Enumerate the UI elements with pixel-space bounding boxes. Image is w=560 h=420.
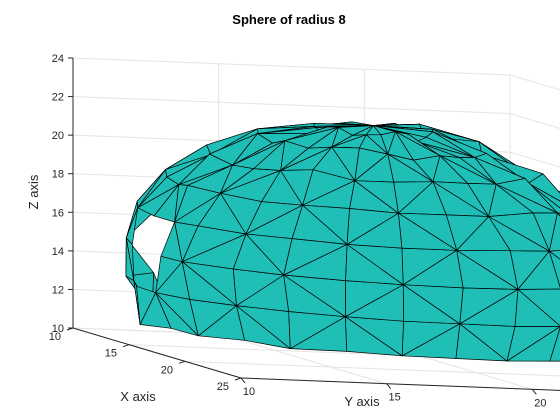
x-tick-label: 15: [105, 348, 117, 360]
y-axis-line: [240, 377, 560, 391]
y-tick-label: 20: [534, 397, 546, 409]
mesh-face: [372, 125, 434, 130]
wall-grid-z2: [509, 74, 560, 91]
mesh-face: [372, 123, 420, 126]
axis-layer: 10121416182022241015202510152025: [49, 53, 560, 409]
y-tick-label: 15: [389, 392, 401, 404]
wall-grid-z2: [509, 151, 560, 168]
z-tick-label: 24: [52, 53, 64, 65]
floor-grid-x: [184, 360, 560, 377]
z-tick-label: 18: [52, 169, 64, 181]
wall-grid-z2: [509, 113, 560, 129]
x-tick-label: 20: [161, 364, 173, 376]
x-tick-mark: [122, 344, 130, 348]
chart-title: Sphere of radius 8: [232, 12, 345, 27]
z-axis-label: Z axis: [26, 174, 41, 209]
y-tick-mark: [240, 377, 246, 384]
floor-grid-y: [218, 333, 387, 385]
x-tick-mark: [66, 327, 74, 331]
mesh-face: [372, 123, 396, 126]
z-tick-label: 20: [52, 130, 64, 142]
z-tick-label: 12: [52, 284, 64, 296]
x-tick-label: 25: [217, 381, 229, 393]
z-tick-label: 16: [52, 207, 64, 219]
x-tick-mark: [234, 377, 242, 381]
z-tick-label: 22: [52, 92, 64, 104]
x-axis-label: X axis: [120, 389, 156, 404]
x-axis-line: [72, 327, 242, 379]
y-tick-mark: [386, 383, 392, 389]
y-tick-mark: [531, 389, 537, 395]
z-tick-label: 10: [52, 323, 64, 335]
y-tick-label: 10: [243, 386, 255, 398]
mesh-face: [125, 207, 139, 245]
z-tick-label: 14: [52, 246, 64, 258]
sphere-mesh: [125, 121, 560, 362]
y-axis-label: Y axis: [344, 394, 380, 409]
wall-grid-z: [72, 96, 511, 115]
mesh-face: [283, 238, 348, 276]
wall-grid-z: [72, 57, 511, 76]
x-tick-label: 10: [49, 331, 61, 343]
x-tick-mark: [178, 360, 186, 364]
